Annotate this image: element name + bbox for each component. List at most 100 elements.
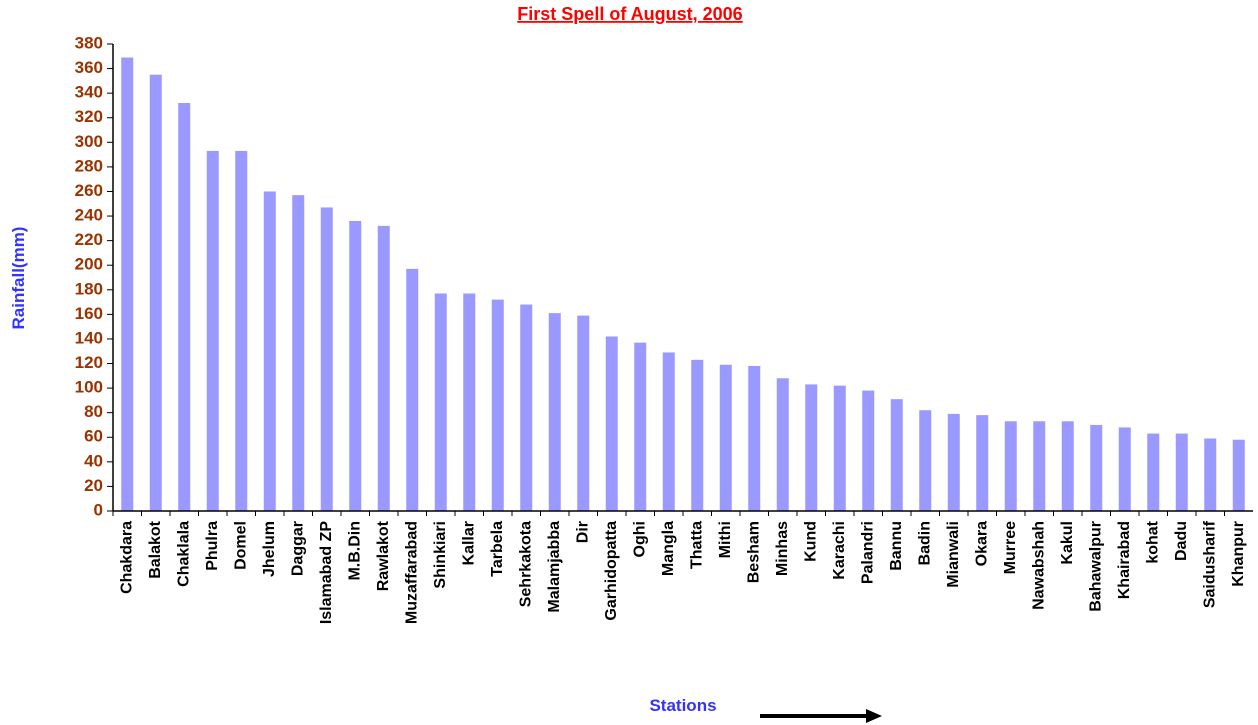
x-tick-label: Sehrkakota — [517, 521, 534, 607]
bar — [206, 150, 219, 511]
y-tick-label: 100 — [75, 378, 103, 397]
bar — [149, 74, 162, 511]
bar — [235, 150, 248, 511]
bar — [662, 352, 675, 511]
bar — [292, 195, 305, 511]
bar — [748, 365, 761, 511]
bar — [1232, 439, 1245, 511]
y-tick-label: 220 — [75, 230, 103, 249]
y-tick-label: 40 — [84, 451, 103, 470]
x-tick-label: Saidusharif — [1201, 520, 1218, 608]
bar — [463, 293, 476, 511]
y-tick-label: 280 — [75, 156, 103, 175]
bar — [377, 225, 390, 511]
y-tick-label: 380 — [75, 33, 103, 52]
x-tick-label: Garhidopatta — [603, 521, 620, 621]
x-tick-label: Jhelum — [261, 521, 278, 577]
bar — [833, 385, 846, 511]
y-tick-label: 200 — [75, 255, 103, 274]
x-tick-label: Mangla — [660, 521, 677, 576]
bar — [605, 336, 618, 511]
x-tick-label: Nawabshah — [1030, 521, 1047, 610]
y-tick-label: 140 — [75, 328, 103, 347]
x-tick-label: Malamjabba — [546, 521, 563, 613]
x-tick-label: Badin — [916, 521, 933, 565]
x-axis-label: Stations — [649, 696, 716, 715]
x-tick-label: Muzaffarabad — [403, 521, 420, 624]
bar — [491, 299, 504, 511]
x-tick-label: Bahawalpur — [1087, 521, 1104, 612]
y-tick-label: 20 — [84, 476, 103, 495]
bar — [121, 57, 134, 511]
y-axis-label: Rainfall(mm) — [9, 227, 28, 330]
bar — [1033, 421, 1046, 511]
y-tick-label: 80 — [84, 402, 103, 421]
bar — [520, 304, 533, 511]
x-tick-label: Mianwali — [945, 521, 962, 588]
x-tick-label: Okara — [973, 521, 990, 566]
bar — [263, 191, 276, 511]
chart-title: First Spell of August, 2006 — [517, 4, 742, 24]
bar — [1175, 433, 1188, 511]
bar — [947, 413, 960, 511]
y-tick-label: 180 — [75, 279, 103, 298]
arrow-head — [866, 709, 882, 723]
bar — [776, 378, 789, 511]
x-tick-label: Kund — [802, 521, 819, 562]
bar — [320, 207, 333, 511]
bar — [1004, 421, 1017, 511]
x-tick-label: kohat — [1144, 520, 1161, 563]
y-tick-label: 260 — [75, 181, 103, 200]
x-tick-label: Minhas — [774, 521, 791, 576]
x-tick-label: Bannu — [888, 521, 905, 571]
y-tick-label: 60 — [84, 427, 103, 446]
x-tick-label: Dir — [574, 521, 591, 543]
x-tick-label: Besham — [745, 521, 762, 583]
x-tick-label: Karachi — [831, 521, 848, 580]
x-tick-label: M.B.Din — [346, 521, 363, 581]
y-tick-label: 340 — [75, 83, 103, 102]
x-tick-label: Kakul — [1059, 521, 1076, 565]
x-tick-label: Domel — [232, 521, 249, 570]
x-tick-label: Phulra — [204, 521, 221, 571]
bar — [634, 342, 647, 511]
bar — [1118, 427, 1131, 511]
bar — [406, 268, 419, 511]
bar — [1204, 438, 1217, 511]
y-tick-label: 160 — [75, 304, 103, 323]
x-tick-label: Kallar — [460, 521, 477, 565]
x-tick-label: Chakdara — [118, 521, 135, 594]
x-tick-label: Khanpur — [1230, 521, 1247, 587]
x-tick-label: Murree — [1002, 521, 1019, 574]
x-tick-label: Islamabad ZP — [318, 521, 335, 624]
y-tick-label: 300 — [75, 132, 103, 151]
bar — [1061, 421, 1074, 511]
x-tick-label: Mithi — [717, 521, 734, 558]
bar — [1090, 424, 1103, 511]
x-tick-label: Tarbela — [489, 521, 506, 577]
bar — [577, 315, 590, 511]
x-tick-label: Chaklala — [175, 521, 192, 587]
x-tick-label: Rawlakot — [375, 520, 392, 591]
bar — [434, 293, 447, 511]
bar — [548, 313, 561, 511]
x-tick-label: Khairabad — [1116, 521, 1133, 599]
bar — [919, 410, 932, 511]
x-tick-label: Shinkiari — [432, 521, 449, 589]
bar — [719, 364, 732, 511]
bar — [349, 220, 362, 511]
bar — [805, 384, 818, 511]
y-tick-label: 120 — [75, 353, 103, 372]
x-tick-label: Daggar — [289, 521, 306, 576]
x-tick-label: Balakot — [147, 520, 164, 578]
x-tick-label: Oghi — [631, 521, 648, 557]
bar — [976, 415, 989, 511]
x-tick-label: Thatta — [688, 521, 705, 569]
x-tick-label: Palandri — [859, 521, 876, 584]
y-tick-label: 240 — [75, 206, 103, 225]
bar — [691, 359, 704, 511]
bar — [890, 399, 903, 511]
bar — [178, 102, 191, 511]
x-tick-label: Dadu — [1173, 521, 1190, 561]
